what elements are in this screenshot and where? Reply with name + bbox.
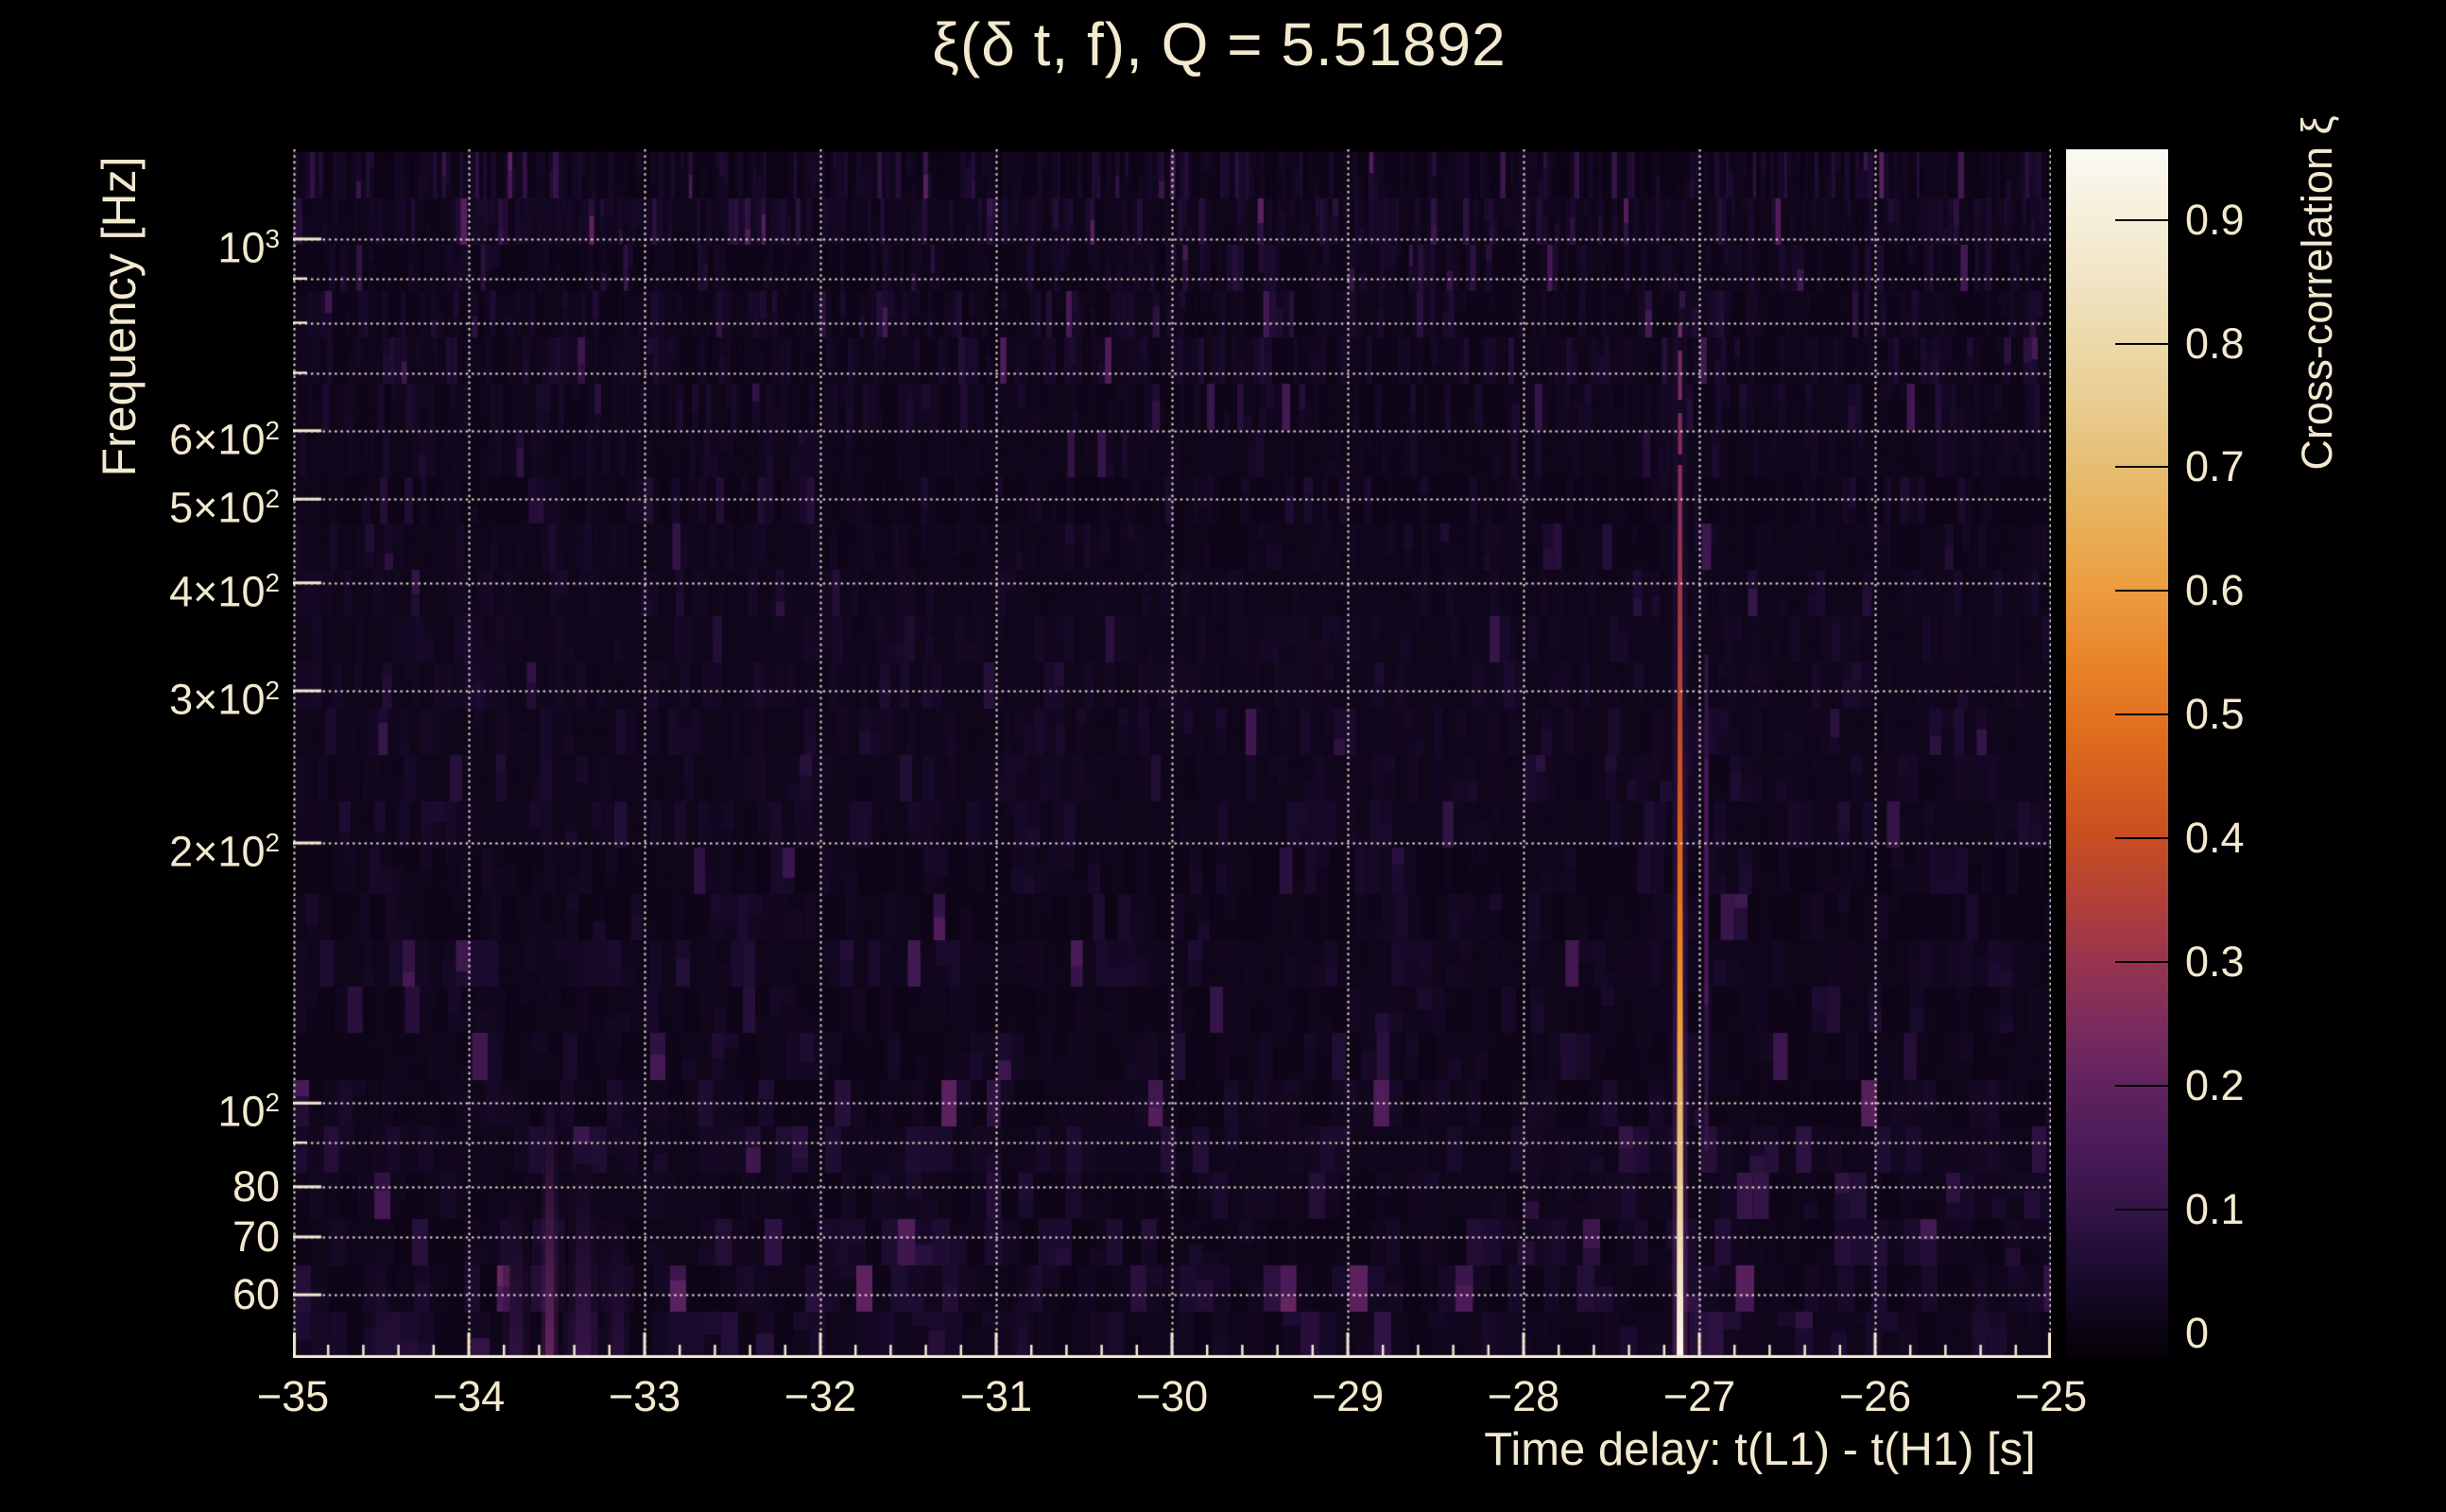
colorbar-tick-label: 0.3 (2185, 937, 2245, 987)
x-tick-label: −28 (1487, 1372, 1560, 1420)
colorbar-tick-label: 0.2 (2185, 1060, 2245, 1109)
colorbar-tick-label: 0.8 (2185, 318, 2245, 368)
colorbar-tick-label: 0 (2185, 1308, 2210, 1357)
y-tick-label: 103 (217, 223, 280, 272)
colorbar-tick-mark (2115, 342, 2168, 345)
colorbar-tick-mark (2115, 713, 2168, 716)
x-tick-label: −32 (784, 1372, 857, 1420)
x-tick-label: −30 (1135, 1372, 1209, 1420)
x-tick-label: −27 (1662, 1372, 1736, 1420)
chart-title-text: ξ(δ t, f), Q = 5.51892 (932, 10, 1507, 78)
colorbar-tick-mark (2115, 1332, 2168, 1334)
colorbar-tick-mark (2115, 218, 2168, 221)
colorbar-tick-mark (2115, 590, 2168, 593)
x-tick-label: −25 (2014, 1372, 2088, 1420)
y-tick-label: 6×102 (169, 415, 280, 464)
colorbar-gradient (2066, 149, 2168, 1358)
colorbar-tick-mark (2115, 1084, 2168, 1087)
colorbar-tick-mark (2115, 1208, 2168, 1211)
colorbar-tick-mark (2115, 466, 2168, 469)
colorbar-tick-label: 0.5 (2185, 690, 2245, 739)
colorbar-tick-mark (2115, 961, 2168, 964)
colorbar-tick-label: 0.7 (2185, 442, 2245, 491)
y-tick-label: 2×102 (169, 827, 280, 876)
colorbar-tick-label: 0.1 (2185, 1184, 2245, 1233)
y-tick-label: 60 (232, 1270, 280, 1319)
y-axis-title: Frequency [Hz] (93, 156, 146, 477)
colorbar-tick-label: 0.6 (2185, 566, 2245, 615)
x-tick-label: −35 (256, 1372, 330, 1420)
chart-title: ξ(δ t, f), Q = 5.51892 (0, 9, 2420, 79)
x-axis-title: Time delay: t(L1) - t(H1) [s] (1484, 1424, 2036, 1475)
heatmap-canvas (293, 149, 2051, 1358)
y-tick-label: 4×102 (169, 567, 280, 616)
colorbar-title: Cross-correlation ξ (2293, 115, 2341, 471)
x-tick-label: −29 (1311, 1372, 1385, 1420)
x-tick-label: −33 (608, 1372, 681, 1420)
x-tick-label: −34 (432, 1372, 506, 1420)
colorbar-tick-label: 0.4 (2185, 814, 2245, 863)
x-tick-label: −26 (1838, 1372, 1912, 1420)
y-tick-label: 70 (232, 1211, 280, 1261)
y-tick-label: 5×102 (169, 483, 280, 532)
x-tick-label: −31 (959, 1372, 1033, 1420)
colorbar-tick-label: 0.9 (2185, 195, 2245, 244)
y-tick-label: 80 (232, 1161, 280, 1211)
colorbar-tick-mark (2115, 837, 2168, 840)
y-tick-label: 102 (217, 1087, 280, 1136)
y-tick-label: 3×102 (169, 675, 280, 724)
